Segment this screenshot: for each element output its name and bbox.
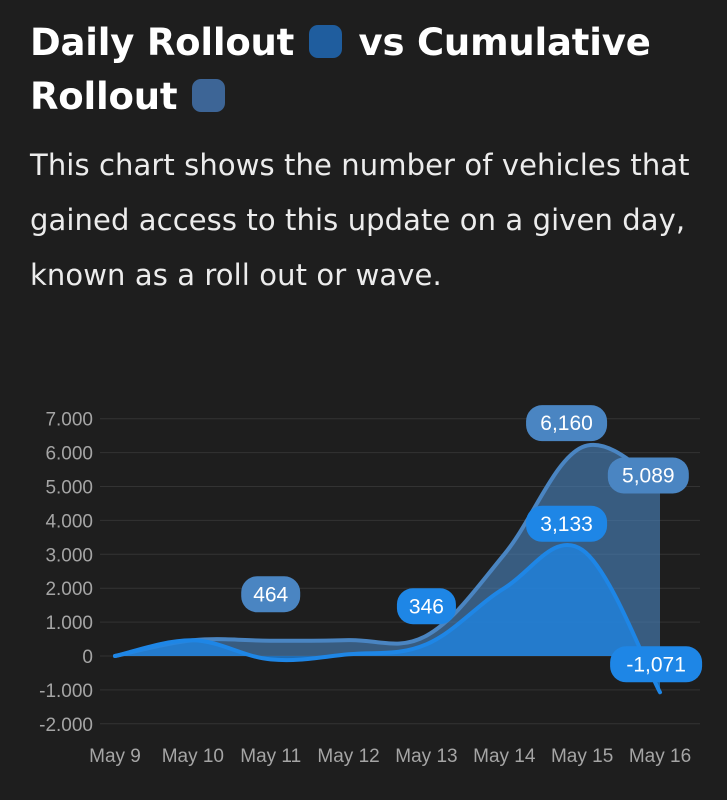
- daily-point: [270, 658, 272, 660]
- daily-area: [115, 544, 660, 693]
- cumulative-label: 5,089: [607, 457, 689, 494]
- daily-label-text: 346: [409, 595, 444, 618]
- y-tick-label: 6.000: [45, 444, 93, 465]
- daily-point: [425, 643, 427, 645]
- daily-label-bg: [526, 505, 608, 542]
- cumulative-label-bg: [241, 576, 301, 613]
- cumulative-label-text: 6,160: [540, 412, 593, 435]
- x-tick-label: May 13: [395, 746, 457, 767]
- y-tick-label: -1.000: [39, 681, 93, 702]
- daily-point: [503, 587, 505, 589]
- y-tick-label: 4.000: [45, 511, 93, 532]
- y-tick-label: -2.000: [39, 715, 93, 736]
- cumulative-label-bg: [526, 405, 608, 442]
- x-tick-label: May 16: [629, 746, 691, 767]
- daily-label-text: -1,071: [626, 653, 686, 676]
- daily-point: [348, 653, 350, 655]
- x-tick-label: May 9: [89, 746, 141, 767]
- y-tick-label: 1.000: [45, 613, 93, 634]
- chart-title: Daily Rollout vs Cumulative Rollout: [30, 16, 697, 124]
- data-labels: 464 346 6,160 5,089 3,133 -1,071: [241, 405, 703, 683]
- cumulative-label-bg: [607, 457, 689, 494]
- cumulative-label-text: 5,089: [622, 464, 675, 487]
- daily-point: [659, 691, 661, 693]
- x-tick-label: May 11: [240, 746, 301, 767]
- daily-label: 346: [396, 588, 456, 625]
- daily-legend-swatch: [308, 25, 342, 58]
- chart-subtitle: This chart shows the number of vehicles …: [30, 148, 690, 292]
- daily-label: 3,133: [526, 505, 608, 542]
- daily-point: [114, 655, 116, 657]
- cumulative-point: [581, 446, 583, 448]
- cumulative-label: 6,160: [526, 405, 608, 442]
- x-tick-label: May 14: [473, 746, 536, 767]
- x-tick-label: May 10: [162, 746, 224, 767]
- daily-point: [192, 639, 194, 641]
- y-axis-ticks: 7.000 6.000 5.000 4.000 3.000 2.000 1.000 0 -1.0…: [39, 410, 93, 736]
- daily-label: -1,071: [610, 646, 703, 683]
- daily-series: [113, 542, 662, 695]
- title-cumulative-text: vs Cumulative Rollout: [30, 21, 651, 118]
- daily-label-bg: [610, 646, 703, 683]
- cumulative-label: 464: [241, 576, 301, 613]
- title-daily-text: Daily Rollout: [30, 21, 295, 64]
- cumulative-line: [113, 443, 662, 658]
- cumulative-point: [348, 639, 350, 641]
- y-tick-label: 5.000: [45, 478, 93, 499]
- cumulative-point: [425, 635, 427, 637]
- y-tick-label: 0: [82, 647, 93, 668]
- x-tick-label: May 15: [551, 746, 613, 767]
- x-tick-label: May 12: [317, 746, 379, 767]
- x-axis-ticks: May 9 May 10 May 11 May 12 May 13 May 14 May 1…: [89, 746, 691, 767]
- daily-label-text: 3,133: [540, 513, 593, 536]
- y-tick-label: 3.000: [45, 545, 93, 566]
- daily-label-bg: [396, 588, 456, 625]
- cumulative-legend-swatch: [192, 79, 226, 112]
- daily-point: [581, 549, 583, 551]
- cumulative-point: [503, 553, 505, 555]
- y-tick-label: 7.000: [45, 410, 93, 431]
- cumulative-label-text: 464: [253, 583, 288, 606]
- y-tick-label: 2.000: [45, 579, 93, 600]
- cumulative-point: [270, 640, 272, 642]
